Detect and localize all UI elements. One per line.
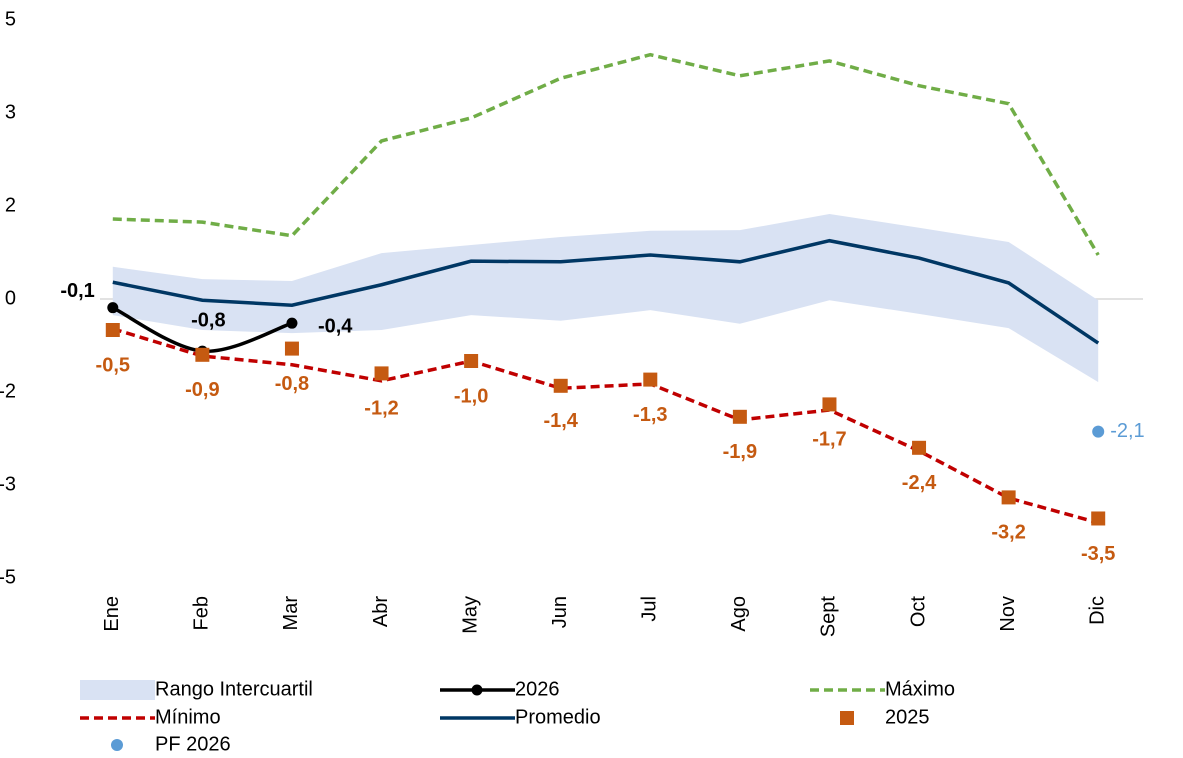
x-tick-label: Ago — [728, 596, 750, 632]
y-tick-label: -5 — [0, 566, 16, 588]
legend-label: Promedio — [515, 706, 601, 728]
x-tick-label: Jul — [639, 596, 661, 622]
x-tick-label: Oct — [907, 596, 929, 628]
x-tick-label: Nov — [997, 596, 1019, 632]
x-tick-label: Mar — [280, 596, 302, 631]
legend-label: Mínimo — [155, 706, 221, 728]
x-tick-label: Ene — [101, 596, 123, 632]
interquartile-band — [112, 214, 1099, 383]
data-label: -0,8 — [275, 373, 309, 395]
legend-label: Máximo — [885, 678, 955, 700]
x-tick-label: Dic — [1086, 596, 1108, 625]
legend-swatch — [80, 680, 155, 700]
data-label: -2,4 — [902, 472, 937, 494]
data-label: -2,1 — [1110, 420, 1144, 442]
x-tick-label: Sept — [818, 596, 840, 638]
point-marker — [732, 409, 747, 424]
data-label: -0,8 — [191, 309, 225, 331]
series-line — [112, 52, 1100, 256]
legend-label: 2026 — [515, 678, 560, 700]
y-tick-label: 3 — [5, 101, 16, 123]
data-label: -1,0 — [454, 385, 488, 407]
data-label: -1,3 — [633, 404, 667, 426]
point-marker — [107, 302, 119, 314]
point-marker — [643, 372, 658, 387]
legend-label: Rango Intercuartil — [155, 678, 313, 700]
data-label: -0,9 — [185, 379, 219, 401]
point-marker — [912, 440, 927, 455]
point-marker — [286, 317, 298, 329]
x-tick-label: Feb — [191, 596, 213, 630]
y-tick-label: -2 — [0, 380, 16, 402]
legend-marker — [471, 684, 483, 696]
point-marker — [1091, 511, 1106, 526]
data-label: -1,4 — [543, 410, 578, 432]
data-label: -0,1 — [60, 280, 94, 302]
y-tick-label: 2 — [5, 194, 16, 216]
series-line — [112, 238, 1100, 345]
point-marker — [1001, 490, 1016, 505]
legend-label: 2025 — [885, 706, 930, 728]
x-tick-label: Jun — [549, 596, 571, 628]
y-tick-label: 0 — [5, 287, 16, 309]
point-marker — [105, 323, 120, 337]
data-label: -1,7 — [812, 429, 846, 451]
point-marker — [374, 366, 389, 381]
point-marker — [1092, 425, 1105, 438]
legend-marker — [111, 739, 123, 751]
point-marker — [822, 397, 837, 412]
y-tick-label: -3 — [0, 473, 16, 495]
data-label: -1,9 — [723, 441, 757, 463]
point-marker — [464, 354, 479, 368]
data-label: -1,2 — [364, 398, 398, 420]
data-label: -0,5 — [96, 354, 130, 376]
x-tick-label: May — [459, 596, 481, 634]
point-marker — [553, 378, 568, 393]
point-marker — [284, 341, 299, 356]
legend-label: PF 2026 — [155, 733, 231, 755]
series-line — [112, 327, 1099, 525]
data-label: -0,4 — [318, 315, 353, 337]
y-tick-label: 5 — [5, 8, 16, 30]
data-label: -3,2 — [991, 522, 1025, 544]
legend-marker — [840, 711, 854, 725]
point-marker — [195, 347, 210, 362]
data-label: -3,5 — [1081, 543, 1115, 565]
x-tick-label: Abr — [370, 596, 392, 627]
